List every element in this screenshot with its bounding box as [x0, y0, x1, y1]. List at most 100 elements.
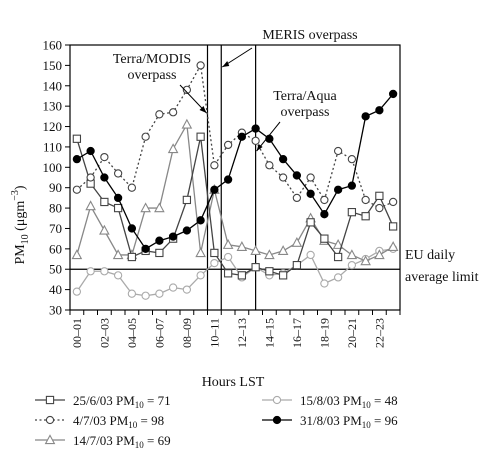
- x-tick-label: 14–15: [262, 318, 276, 348]
- data-point: [72, 155, 82, 164]
- data-point: [278, 155, 288, 164]
- y-tick-label: 130: [43, 99, 63, 114]
- data-point: [45, 395, 55, 405]
- overpass-markers: [70, 45, 400, 310]
- data-point: [306, 250, 315, 260]
- data-point: [100, 173, 109, 182]
- data-point: [113, 271, 123, 280]
- data-point: [100, 197, 109, 207]
- x-tick-label: 02–03: [97, 318, 111, 348]
- x-tick-label: 06–07: [152, 318, 166, 348]
- data-point: [112, 249, 124, 260]
- data-point: [347, 208, 357, 217]
- data-point: [272, 415, 282, 425]
- series-group: [71, 61, 399, 300]
- data-point: [272, 395, 282, 405]
- data-point: [182, 285, 192, 294]
- x-tick-label: 04–05: [125, 318, 139, 348]
- data-point: [278, 173, 288, 182]
- data-point: [320, 234, 329, 243]
- data-point: [113, 203, 123, 213]
- data-point: [306, 218, 315, 227]
- data-point: [223, 252, 233, 262]
- data-point: [265, 267, 274, 276]
- data-point: [278, 271, 288, 280]
- data-point: [292, 261, 302, 270]
- y-tick-label: 60: [49, 241, 62, 256]
- y-tick-label: 90: [49, 180, 62, 195]
- data-point: [264, 249, 275, 260]
- series-line: [76, 93, 394, 250]
- data-point: [167, 143, 179, 154]
- data-point: [375, 106, 384, 115]
- data-point: [85, 200, 96, 211]
- data-point: [100, 267, 109, 276]
- data-point: [86, 173, 95, 182]
- legend-item: 31/8/03 PM10 = 96: [262, 413, 398, 430]
- y-tick-label: 70: [49, 221, 62, 236]
- data-point: [361, 212, 370, 221]
- series-line: [76, 248, 394, 297]
- data-point: [222, 239, 234, 249]
- data-point: [86, 146, 95, 156]
- data-point: [291, 236, 303, 247]
- data-point: [320, 210, 329, 219]
- x-tick-label: 18–19: [317, 318, 331, 348]
- data-point: [113, 169, 123, 178]
- data-point: [155, 248, 164, 258]
- data-point: [141, 291, 150, 300]
- data-point: [72, 185, 82, 194]
- y-tick-label: 100: [43, 160, 63, 175]
- data-point: [72, 287, 82, 296]
- data-point: [127, 252, 137, 262]
- data-point: [210, 258, 219, 268]
- data-point: [306, 189, 315, 198]
- data-point: [236, 241, 248, 251]
- data-point: [141, 132, 150, 141]
- data-point: [168, 232, 178, 241]
- data-point: [45, 415, 55, 425]
- y-tick-label: 140: [43, 78, 63, 93]
- data-point: [251, 124, 260, 133]
- meris-label: MERIS overpass: [262, 28, 357, 43]
- data-point: [387, 241, 399, 251]
- data-point: [127, 289, 137, 298]
- terra-modis-arrowhead: [199, 106, 207, 113]
- x-tick-label: 08–09: [180, 318, 194, 348]
- series-4: [72, 89, 398, 253]
- legend-label: 25/6/03 PM10 = 71: [73, 393, 171, 410]
- data-point: [265, 161, 274, 170]
- y-tick-label: 40: [49, 282, 62, 297]
- data-point: [182, 85, 192, 94]
- annotations: MERIS overpassTerra/MODISoverpassTerra/A…: [113, 28, 479, 285]
- data-point: [388, 89, 398, 99]
- y-tick-label: 50: [49, 262, 62, 277]
- x-axis-ticks: 00–01 02–03 04–05 06–07 08–09 10–11 12–13 14–15…: [69, 310, 401, 348]
- data-point: [332, 239, 344, 249]
- data-point: [333, 273, 343, 282]
- y-axis-ticks: 30 40 50 60 70 80 90 100 110 120 130 140 150 160: [43, 38, 70, 318]
- data-point: [251, 263, 260, 272]
- data-point: [333, 185, 343, 194]
- chart-axes: [69, 44, 401, 311]
- legend-item: 14/7/03 PM10 = 69: [35, 433, 171, 450]
- y-tick-label: 30: [49, 303, 62, 318]
- data-point: [320, 195, 329, 205]
- data-point: [196, 132, 205, 141]
- data-point: [250, 245, 261, 256]
- x-tick-label: 16–17: [290, 318, 304, 348]
- legend-item: 15/8/03 PM10 = 48: [262, 393, 398, 410]
- terra-aqua-label-2: overpass: [281, 105, 330, 120]
- x-tick-label: 22–23: [372, 318, 386, 348]
- data-point: [237, 271, 247, 280]
- data-point: [292, 171, 302, 180]
- eu-limit-label-2: average limit: [405, 270, 479, 285]
- data-point: [360, 255, 371, 266]
- series-line: [76, 63, 394, 209]
- data-point: [182, 195, 192, 205]
- terra-modis-label-2: overpass: [128, 68, 177, 83]
- legend-label: 15/8/03 PM10 = 48: [300, 393, 398, 410]
- data-point: [182, 226, 192, 235]
- data-point: [181, 118, 193, 129]
